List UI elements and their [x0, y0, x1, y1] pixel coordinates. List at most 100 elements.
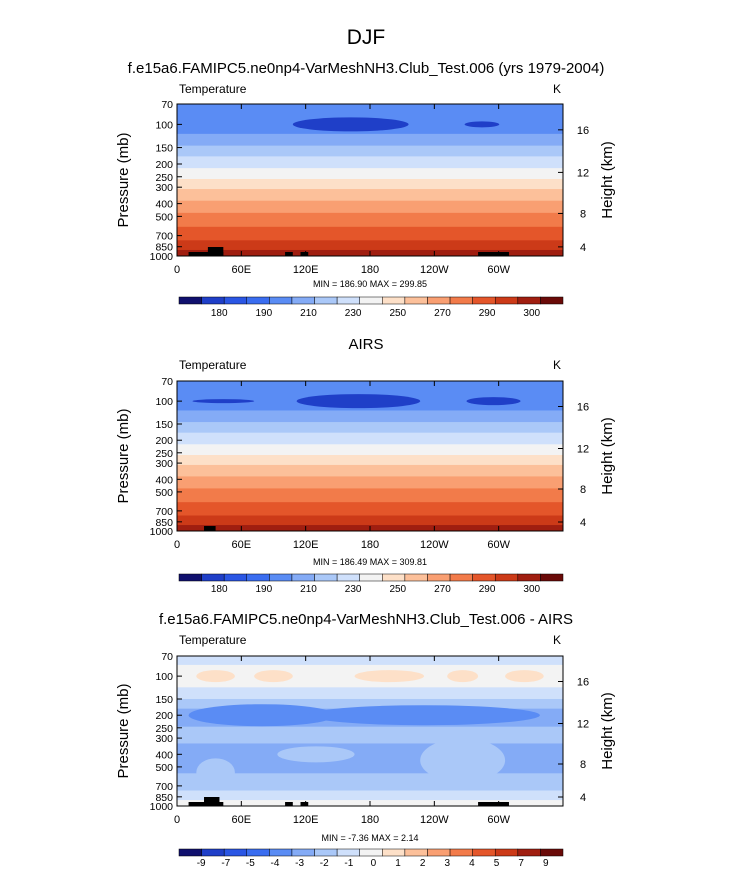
- colorbar: -9 -7 -5 -4 -3 -2 -1 0 1 2 3 4 5 7 9: [178, 848, 564, 869]
- min-max-stats: MIN = -7.36 MAX = 2.14: [321, 833, 418, 843]
- colorbar-swatch: [382, 848, 406, 857]
- x-tick-label: 120W: [420, 539, 449, 551]
- colorbar-swatch: [517, 573, 541, 582]
- colorbar-label: 1: [395, 858, 401, 869]
- contour-band: [177, 432, 563, 445]
- cold-anomaly: [308, 705, 540, 726]
- colorbar-swatch: [540, 573, 564, 582]
- y-tick-label: 70: [161, 99, 173, 111]
- colorbar-swatch: [269, 848, 293, 857]
- contour-band: [177, 455, 563, 466]
- colorbar-label: 180: [211, 308, 228, 319]
- y-tick-label: 150: [155, 419, 173, 431]
- y-tick-label: 200: [155, 710, 173, 722]
- colorbar-label: 300: [523, 308, 540, 319]
- x-tick-label: 60W: [487, 539, 510, 551]
- colorbar-swatch: [223, 296, 248, 305]
- contour-band: [177, 168, 563, 180]
- x-tick-label: 60W: [487, 264, 510, 276]
- colorbar-label: -7: [221, 858, 230, 869]
- colorbar-label: -3: [295, 858, 304, 869]
- weak-anomaly: [196, 758, 235, 787]
- colorbar-swatch: [178, 848, 202, 857]
- plot-area: [177, 656, 563, 806]
- colorbar-label: 210: [300, 308, 317, 319]
- colorbar-swatch: [472, 296, 496, 305]
- colorbar-swatch: [269, 573, 293, 582]
- contour-band: [177, 226, 563, 241]
- y-tick-label: 300: [155, 733, 173, 745]
- colorbar-label: 7: [518, 858, 524, 869]
- weak-anomaly: [420, 738, 506, 783]
- contour-band: [177, 476, 563, 489]
- y-tick-label: 100: [155, 119, 173, 131]
- colorbar-swatch: [427, 848, 451, 857]
- colorbar-swatch: [201, 296, 225, 305]
- colorbar: 180 190 210 230 250 270 290 300: [178, 296, 564, 319]
- x-tick-label: 120E: [293, 264, 319, 276]
- right-axis-title: Height (km): [599, 141, 616, 219]
- plot-area: [177, 381, 563, 531]
- colorbar-label: 190: [255, 584, 272, 595]
- colorbar-swatch: [449, 573, 473, 582]
- height-tick-label: 16: [577, 402, 589, 414]
- warm-anomaly: [354, 670, 425, 683]
- colorbar-swatch: [246, 573, 270, 582]
- colorbar-swatch: [382, 296, 406, 305]
- colorbar-label: 5: [494, 858, 500, 869]
- min-max-stats: MIN = 186.49 MAX = 309.81: [313, 557, 427, 567]
- colorbar-label: 190: [255, 308, 272, 319]
- colorbar-label: 3: [445, 858, 451, 869]
- y-tick-label: 700: [155, 231, 173, 243]
- colorbar-swatch: [449, 848, 473, 857]
- warm-anomaly: [505, 670, 544, 683]
- colorbar-swatch: [382, 573, 406, 582]
- y-axis-title: Pressure (mb): [115, 683, 132, 778]
- topography-mask: [478, 252, 509, 256]
- y-tick-label: 200: [155, 435, 173, 447]
- height-tick-label: 12: [577, 444, 589, 456]
- colorbar-label: 300: [523, 584, 540, 595]
- colorbar-swatch: [314, 573, 338, 582]
- topography-mask: [207, 247, 224, 256]
- contour-band: [177, 422, 563, 434]
- colorbar-swatch: [223, 573, 248, 582]
- warm-anomaly: [447, 670, 479, 683]
- y-tick-label: 400: [155, 749, 173, 761]
- y-tick-label: 150: [155, 143, 173, 155]
- topography-mask: [478, 802, 509, 806]
- y-tick-label: 500: [155, 762, 173, 774]
- contour-band: [177, 133, 563, 147]
- height-tick-label: 8: [580, 208, 586, 220]
- plot-area: [177, 104, 563, 256]
- contour-band: [177, 444, 563, 456]
- y-tick-label: 300: [155, 182, 173, 194]
- colorbar-swatch: [314, 296, 338, 305]
- topography-mask: [188, 252, 224, 256]
- colorbar-label: -2: [320, 858, 329, 869]
- colorbar-label: 270: [434, 308, 451, 319]
- right-axis-title: Height (km): [599, 417, 616, 495]
- height-tick-label: 4: [580, 792, 586, 804]
- colorbar-swatch: [359, 573, 383, 582]
- x-tick-label: 0: [174, 814, 180, 826]
- height-tick-label: 4: [580, 517, 586, 529]
- topography-mask: [204, 797, 220, 806]
- x-tick-label: 180: [361, 814, 379, 826]
- x-tick-label: 120W: [420, 264, 449, 276]
- contour-band: [177, 156, 563, 169]
- y-tick-label: 850: [155, 792, 173, 804]
- panel-title: f.e15a6.FAMIPC5.ne0np4-VarMeshNH3.Club_T…: [128, 60, 605, 77]
- y-axis-title: Pressure (mb): [115, 408, 132, 503]
- colorbar-swatch: [291, 296, 315, 305]
- contour-band: [177, 200, 563, 214]
- panel-3: f.e15a6.FAMIPC5.ne0np4-VarMeshNH3.Club_T…: [115, 611, 616, 869]
- warm-anomaly: [196, 670, 235, 683]
- variable-label: Temperature: [179, 358, 247, 372]
- page-title: DJF: [347, 26, 386, 49]
- panel-title: f.e15a6.FAMIPC5.ne0np4-VarMeshNH3.Club_T…: [159, 611, 573, 628]
- colorbar-swatch: [178, 573, 202, 582]
- x-tick-label: 0: [174, 264, 180, 276]
- x-tick-label: 60E: [232, 264, 252, 276]
